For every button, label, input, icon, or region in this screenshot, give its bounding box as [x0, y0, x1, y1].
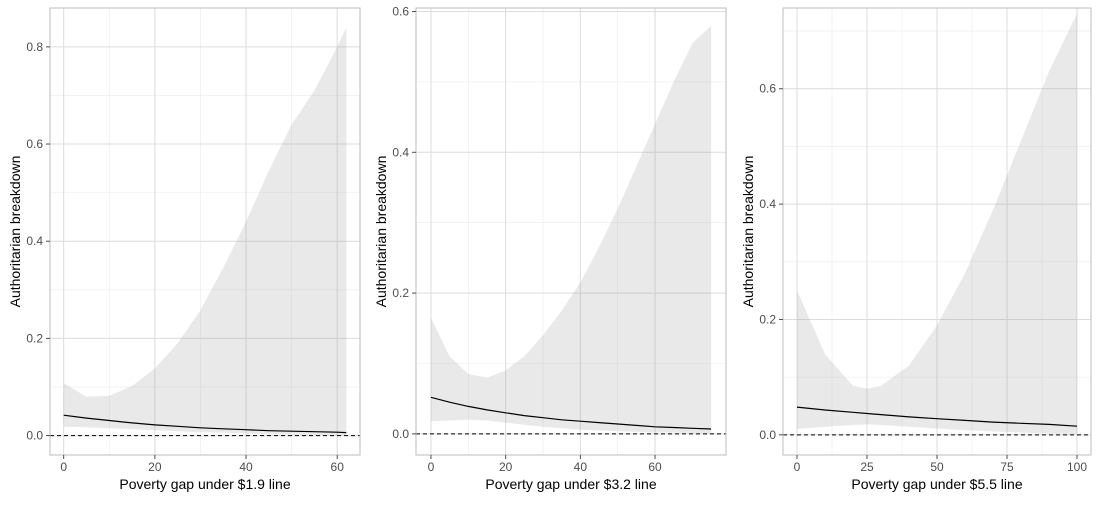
y-axis-label: Authoritarian breakdown: [373, 156, 389, 308]
x-axis-label: Poverty gap under $5.5 line: [851, 476, 1022, 492]
y-axis-label: Authoritarian breakdown: [740, 156, 756, 308]
chart-panel-1: 0 20 40 60 0.0 0.2 0.4 0.6 0.8 Poverty gap under …: [7, 7, 361, 492]
y-tick-label: 0.8: [26, 40, 43, 54]
estimate-line: [796, 406, 1078, 427]
y-tick-label: 0.4: [392, 145, 409, 159]
panel-border: [415, 7, 727, 456]
y-tick-label: 0.4: [26, 234, 43, 248]
chart-panel-3: 0 25 50 75 100 0.0 0.2 0.4 0.6 Poverty gap under …: [740, 7, 1092, 492]
y-tick-label: 0.0: [392, 427, 409, 441]
x-axis-label: Poverty gap under $3.2 line: [485, 476, 656, 492]
x-tick-label: 40: [239, 460, 253, 474]
y-tick-label: 0.6: [26, 137, 43, 151]
plot-background: [50, 8, 360, 455]
y-tick-label: 0.6: [392, 5, 409, 19]
x-tick-label: 50: [930, 460, 944, 474]
plot-background: [416, 8, 726, 455]
estimate-line: [63, 414, 347, 434]
x-tick-label: 20: [148, 460, 162, 474]
x-tick-label: 0: [794, 460, 801, 474]
panel-border: [49, 7, 361, 456]
x-tick-label: 100: [1067, 460, 1087, 474]
x-tick-label: 25: [860, 460, 874, 474]
y-axis-label: Authoritarian breakdown: [7, 156, 23, 308]
x-tick-label: 20: [499, 460, 513, 474]
x-tick-label: 0: [428, 460, 435, 474]
chart-panel-2: 0 20 40 60 0.0 0.2 0.4 0.6 Poverty gap under $3.…: [373, 5, 727, 492]
y-tick-label: 0.0: [759, 428, 776, 442]
confidence-band: [430, 25, 712, 434]
y-tick-label: 0.2: [26, 331, 43, 345]
x-axis-label: Poverty gap under $1.9 line: [119, 476, 290, 492]
x-tick-label: 60: [648, 460, 662, 474]
y-tick-label: 0.6: [759, 82, 776, 96]
x-tick-label: 75: [1000, 460, 1014, 474]
confidence-band: [63, 27, 347, 436]
x-tick-label: 40: [574, 460, 588, 474]
y-tick-label: 0.0: [26, 429, 43, 443]
y-tick-label: 0.2: [759, 312, 776, 326]
estimate-line: [430, 396, 712, 430]
y-tick-label: 0.2: [392, 286, 409, 300]
x-tick-label: 0: [60, 460, 67, 474]
x-tick-label: 60: [331, 460, 345, 474]
confidence-band: [797, 13, 1077, 435]
y-tick-label: 0.4: [759, 197, 776, 211]
